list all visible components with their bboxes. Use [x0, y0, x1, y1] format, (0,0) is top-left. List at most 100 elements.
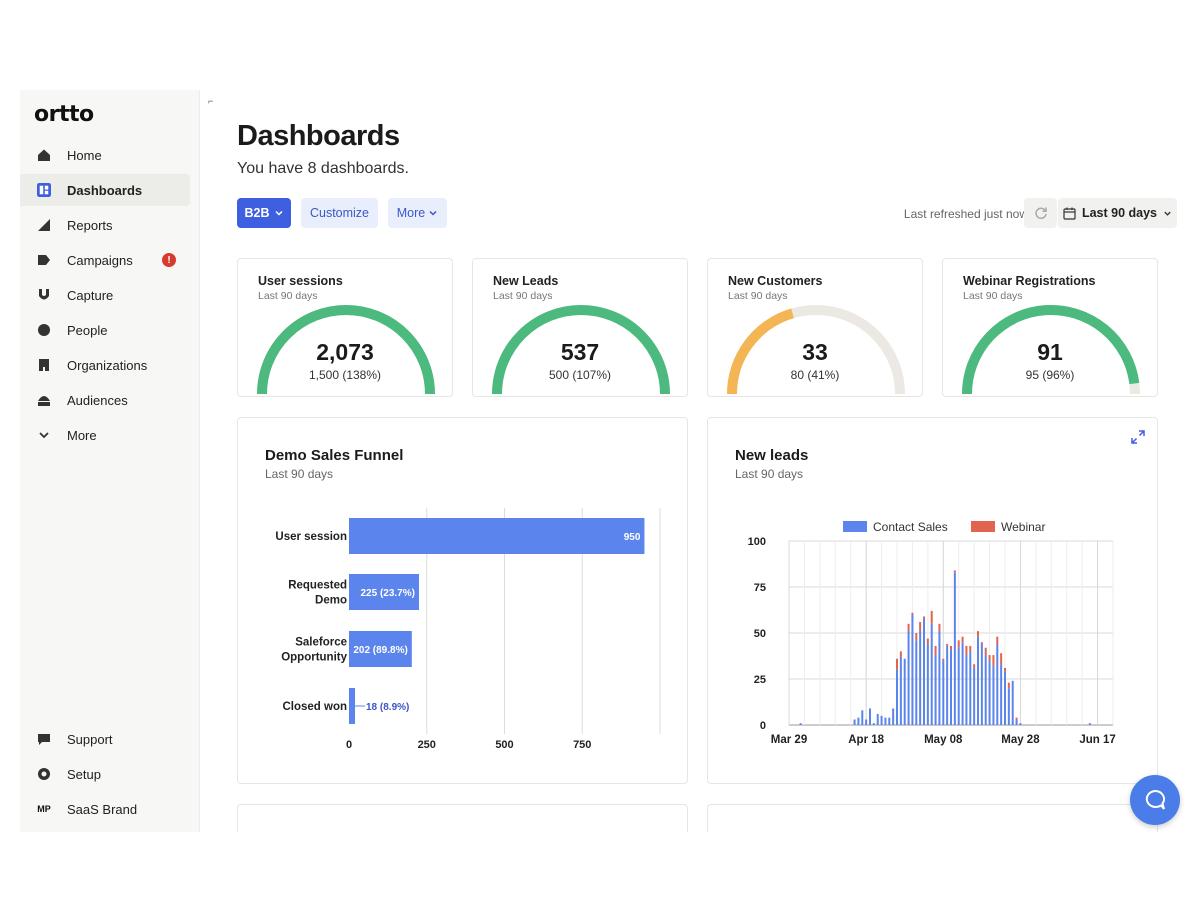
sidebar-item-label: Setup: [67, 766, 101, 782]
sidebar-item-dashboards[interactable]: Dashboards: [20, 174, 190, 206]
bar-contact-sales: [1007, 688, 1010, 725]
funnel-bar: [349, 688, 355, 724]
corner-mark: ⌐: [208, 96, 214, 106]
kpi-gauge: [257, 305, 435, 395]
more-button[interactable]: More: [388, 198, 447, 228]
legend-swatch: [971, 521, 995, 532]
legend-label: Contact Sales: [873, 520, 948, 534]
bar-webinar: [953, 570, 956, 573]
more-label: More: [396, 206, 426, 220]
category-label: Closed won: [282, 701, 347, 713]
bar-contact-sales: [853, 719, 856, 725]
sidebar-item-more[interactable]: More: [20, 419, 190, 451]
dashboard-card[interactable]: [237, 804, 688, 832]
chat-icon: [1145, 789, 1166, 810]
bar-contact-sales: [957, 647, 960, 725]
kpi-gauge: [727, 305, 905, 395]
sidebar-item-audiences[interactable]: Audiences: [20, 384, 190, 416]
sidebar-item-label: Support: [67, 731, 113, 747]
y-tick-label: 25: [754, 674, 766, 686]
gauge-fill: [257, 305, 435, 395]
calendar-icon: [1063, 207, 1076, 220]
alert-badge: !: [162, 253, 176, 267]
sidebar-item-setup[interactable]: Setup: [20, 758, 190, 790]
kpi-card-webinar-registrations[interactable]: Webinar Registrations Last 90 days 91 95…: [942, 258, 1158, 397]
sidebar-item-reports[interactable]: Reports: [20, 209, 190, 241]
sidebar-item-label: Campaigns: [67, 252, 133, 268]
chevron-down-icon: [429, 210, 437, 216]
bar-contact-sales: [973, 667, 976, 725]
kpi-card-user-sessions[interactable]: User sessions Last 90 days 2,073 1,500 (…: [237, 258, 453, 397]
dashboard-card[interactable]: [707, 804, 1158, 832]
bar-webinar: [1004, 667, 1006, 672]
legend-label: Webinar: [1001, 520, 1045, 534]
data-label: 202 (89.8%): [353, 645, 407, 656]
date-range-button[interactable]: Last 90 days: [1058, 198, 1177, 228]
chat-button[interactable]: [1130, 775, 1180, 825]
date-range-label: Last 90 days: [1081, 206, 1158, 220]
chevron-down-icon: [1164, 211, 1171, 216]
sidebar-item-home[interactable]: Home: [20, 139, 190, 171]
sidebar-item-capture[interactable]: Capture: [20, 279, 190, 311]
bar-webinar: [915, 633, 918, 641]
kpi-card-new-leads[interactable]: New Leads Last 90 days 537 500 (107%): [472, 258, 688, 397]
sidebar-item-label: People: [67, 322, 108, 338]
bar-contact-sales: [977, 636, 979, 725]
kpi-value: 537: [560, 339, 600, 365]
bar-contact-sales: [865, 719, 868, 725]
kpi-card-new-customers[interactable]: New Customers Last 90 days 33 80 (41%): [707, 258, 923, 397]
bar-contact-sales: [926, 644, 929, 725]
category-label: User session: [275, 531, 347, 543]
bar-webinar: [930, 610, 933, 624]
sidebar-item-label: SaaS Brand: [67, 801, 138, 817]
app-frame: ortto Home Dashboards Reports Campaigns …: [20, 90, 1200, 832]
customize-button[interactable]: Customize: [301, 198, 378, 228]
dashboard-icon: [37, 183, 51, 197]
sidebar: ortto Home Dashboards Reports Campaigns …: [20, 90, 200, 832]
kpi-target: 80 (41%): [790, 368, 840, 382]
bar-contact-sales: [1000, 664, 1003, 725]
sidebar-item-support[interactable]: Support: [20, 723, 190, 755]
sidebar-item-campaigns[interactable]: Campaigns !: [20, 244, 190, 276]
dashboard-select-label: B2B: [244, 206, 270, 220]
bar-webinar: [896, 658, 898, 670]
bar-contact-sales: [799, 723, 802, 725]
funnel-chart-card[interactable]: Demo Sales Funnel Last 90 days 0 250 500 75…: [237, 417, 688, 784]
chart-subtitle: Last 90 days: [265, 467, 334, 481]
sidebar-item-people[interactable]: People: [20, 314, 190, 346]
bar-contact-sales: [969, 651, 972, 725]
bar-contact-sales: [1015, 719, 1018, 725]
sidebar-item-account[interactable]: MP SaaS Brand: [20, 793, 190, 825]
bar-contact-sales: [1019, 723, 1022, 725]
bar-webinar: [926, 638, 929, 645]
bar-contact-sales: [923, 618, 925, 725]
y-tick-label: 100: [748, 536, 766, 548]
sidebar-item-label: Dashboards: [67, 182, 143, 198]
x-tick-label: 250: [418, 739, 436, 751]
sidebar-item-label: Capture: [67, 287, 114, 303]
x-tick-label: Jun 17: [1079, 734, 1115, 746]
logo[interactable]: ortto: [34, 102, 94, 127]
kpi-gauge: [492, 305, 670, 395]
refresh-button[interactable]: [1024, 198, 1057, 228]
new-leads-chart-card[interactable]: New leads Last 90 days 0 25 50 75 100 Mar 29 A…: [707, 417, 1158, 784]
sidebar-item-label: Home: [67, 147, 102, 163]
bar-contact-sales: [992, 666, 995, 725]
bar-webinar: [965, 645, 968, 656]
bar-contact-sales: [980, 644, 983, 725]
x-tick-label: 750: [573, 739, 591, 751]
chart-subtitle: Last 90 days: [735, 467, 804, 481]
capture-icon: [37, 288, 51, 302]
bar-webinar: [1000, 653, 1003, 665]
bar-webinar: [942, 658, 945, 661]
sidebar-item-organizations[interactable]: Organizations: [20, 349, 190, 381]
bar-contact-sales: [919, 631, 922, 725]
expand-icon[interactable]: [1131, 430, 1145, 444]
bar-webinar: [907, 623, 910, 632]
bar-webinar: [923, 616, 925, 619]
legend-swatch: [843, 521, 867, 532]
kpi-title: New Customers: [728, 274, 823, 288]
bar-webinar: [919, 621, 922, 632]
dashboard-select-button[interactable]: B2B: [237, 198, 291, 228]
bar-webinar: [946, 644, 949, 646]
